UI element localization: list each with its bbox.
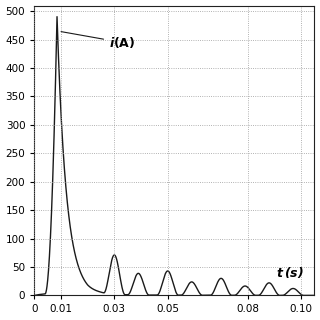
Text: $\bfit{t}\,(s)$: $\bfit{t}\,(s)$ [276,265,304,279]
Text: $\bfit{i}$$\mathbf{(A)}$: $\bfit{i}$$\mathbf{(A)}$ [61,32,135,50]
